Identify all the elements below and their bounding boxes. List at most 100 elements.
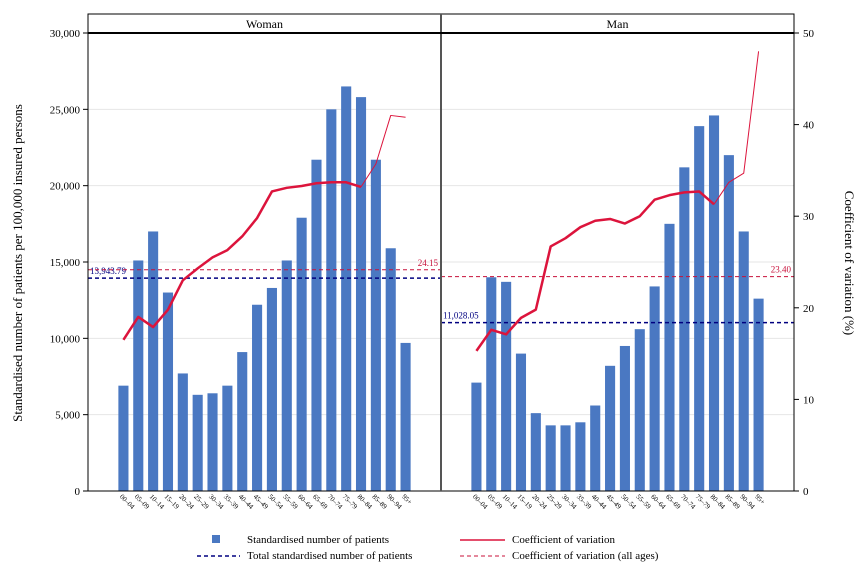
left-axis-title: Standardised number of patients per 100,… — [10, 104, 25, 422]
x-tick-label: 40–44 — [237, 493, 255, 511]
legend-cv-all-label: Coefficient of variation (all ages) — [512, 550, 659, 562]
left-tick-label: 20,000 — [50, 181, 81, 193]
x-tick-label: 10–14 — [501, 493, 519, 511]
bar — [560, 425, 571, 491]
x-tick-label: 25–29 — [192, 493, 210, 511]
bar — [311, 159, 322, 492]
right-tick-label: 50 — [803, 28, 815, 40]
cv-lines — [122, 51, 760, 352]
bar — [222, 385, 233, 491]
x-tick-label: 50–54 — [267, 493, 285, 511]
bar — [326, 109, 337, 491]
bar — [148, 231, 159, 491]
x-tick-label: 00–04 — [471, 493, 489, 511]
bar — [575, 422, 586, 491]
x-tick-label: 55–59 — [281, 493, 299, 511]
bar — [679, 167, 690, 491]
right-tick-label: 30 — [803, 211, 815, 223]
left-tick-label: 0 — [75, 486, 81, 498]
x-tick-label: 45–49 — [252, 493, 270, 511]
x-tick-label: 40–44 — [590, 493, 608, 511]
panel-title: Man — [607, 17, 629, 31]
bar — [545, 425, 556, 491]
bar — [133, 260, 144, 491]
left-tick-label: 10,000 — [50, 333, 81, 345]
x-tick-label: 80–84 — [709, 493, 727, 511]
bar — [590, 405, 601, 491]
x-tick-label: 60–64 — [649, 493, 667, 511]
bar — [192, 394, 203, 491]
left-tick-label: 30,000 — [50, 28, 81, 40]
x-tick-label: 10–14 — [148, 493, 166, 511]
bar — [237, 352, 248, 491]
x-tick-label: 70–74 — [679, 493, 697, 511]
legend: Standardised number of patients Coeffici… — [197, 534, 659, 562]
bar — [370, 159, 381, 492]
x-tick-label: 35–39 — [575, 493, 593, 511]
bar — [501, 281, 512, 491]
bar — [162, 292, 174, 491]
bar — [694, 126, 705, 492]
x-tick-label: 55–59 — [634, 493, 652, 511]
x-tick-label: 05–09 — [133, 493, 151, 511]
x-tick-label: 20–24 — [177, 493, 195, 511]
bar — [605, 365, 616, 491]
cv-all-label: 24.15 — [418, 258, 439, 268]
x-tick-label: 50–54 — [620, 493, 638, 511]
x-tick-label: 85–89 — [370, 493, 388, 511]
bar — [530, 413, 541, 491]
bar — [207, 393, 218, 491]
x-tick-label: 65–69 — [311, 493, 329, 511]
reference-lines: 13,943.79 24.15 11,028.05 23.40 — [88, 258, 794, 324]
legend-total-label: Total standardised number of patients — [247, 550, 412, 562]
left-tick-label: 5,000 — [55, 410, 80, 422]
right-tick-label: 20 — [803, 303, 815, 315]
x-tick-label: 80–84 — [356, 493, 374, 511]
x-tick-label: 25–29 — [545, 493, 563, 511]
legend-bars-label: Standardised number of patients — [247, 534, 389, 546]
x-tick-label: 70–74 — [326, 493, 344, 511]
bar — [400, 342, 411, 491]
bar — [355, 97, 367, 492]
x-tick-label: 60–64 — [296, 493, 314, 511]
total-patients-label: 11,028.05 — [443, 311, 479, 321]
right-tick-label: 40 — [803, 120, 815, 132]
x-tick-label: 65–69 — [664, 493, 682, 511]
panel-title: Woman — [246, 17, 283, 31]
bar — [486, 277, 497, 491]
total-patients-label: 13,943.79 — [90, 266, 127, 276]
legend-cv-label: Coefficient of variation — [512, 534, 616, 546]
bar — [634, 329, 645, 491]
left-tick-label: 15,000 — [50, 257, 81, 269]
x-tick-label: 35–39 — [222, 493, 240, 511]
right-tick-label: 10 — [803, 394, 815, 406]
bar — [266, 287, 277, 491]
frame: Woman Man — [87, 13, 795, 492]
x-tick-label: 30–34 — [207, 493, 225, 511]
right-tick-label: 0 — [803, 486, 809, 498]
cv-all-label: 23.40 — [771, 265, 792, 275]
cv-line — [122, 181, 362, 341]
cv-line-tail — [360, 114, 406, 188]
left-tick-label: 25,000 — [50, 104, 81, 116]
x-tick-label: 00–04 — [118, 493, 136, 511]
bar — [118, 385, 129, 491]
x-tick-label: 20–24 — [530, 493, 548, 511]
bar — [281, 260, 292, 491]
cv-line — [475, 190, 715, 352]
bar — [619, 345, 630, 491]
x-tick-label: 15–19 — [163, 493, 181, 511]
bar — [177, 373, 188, 491]
x-tick-label: 85–89 — [723, 493, 741, 511]
x-tick-label: 75–79 — [341, 493, 359, 511]
bar — [649, 286, 660, 491]
x-tick-label: 30–34 — [560, 493, 578, 511]
x-tick-label: 45–49 — [605, 493, 623, 511]
bar — [738, 231, 749, 491]
bar — [515, 353, 527, 491]
x-tick-label: 90–94 — [738, 493, 756, 511]
x-tick-label: 15–19 — [516, 493, 534, 511]
cv-line-tail — [713, 51, 760, 205]
bar — [664, 223, 675, 492]
